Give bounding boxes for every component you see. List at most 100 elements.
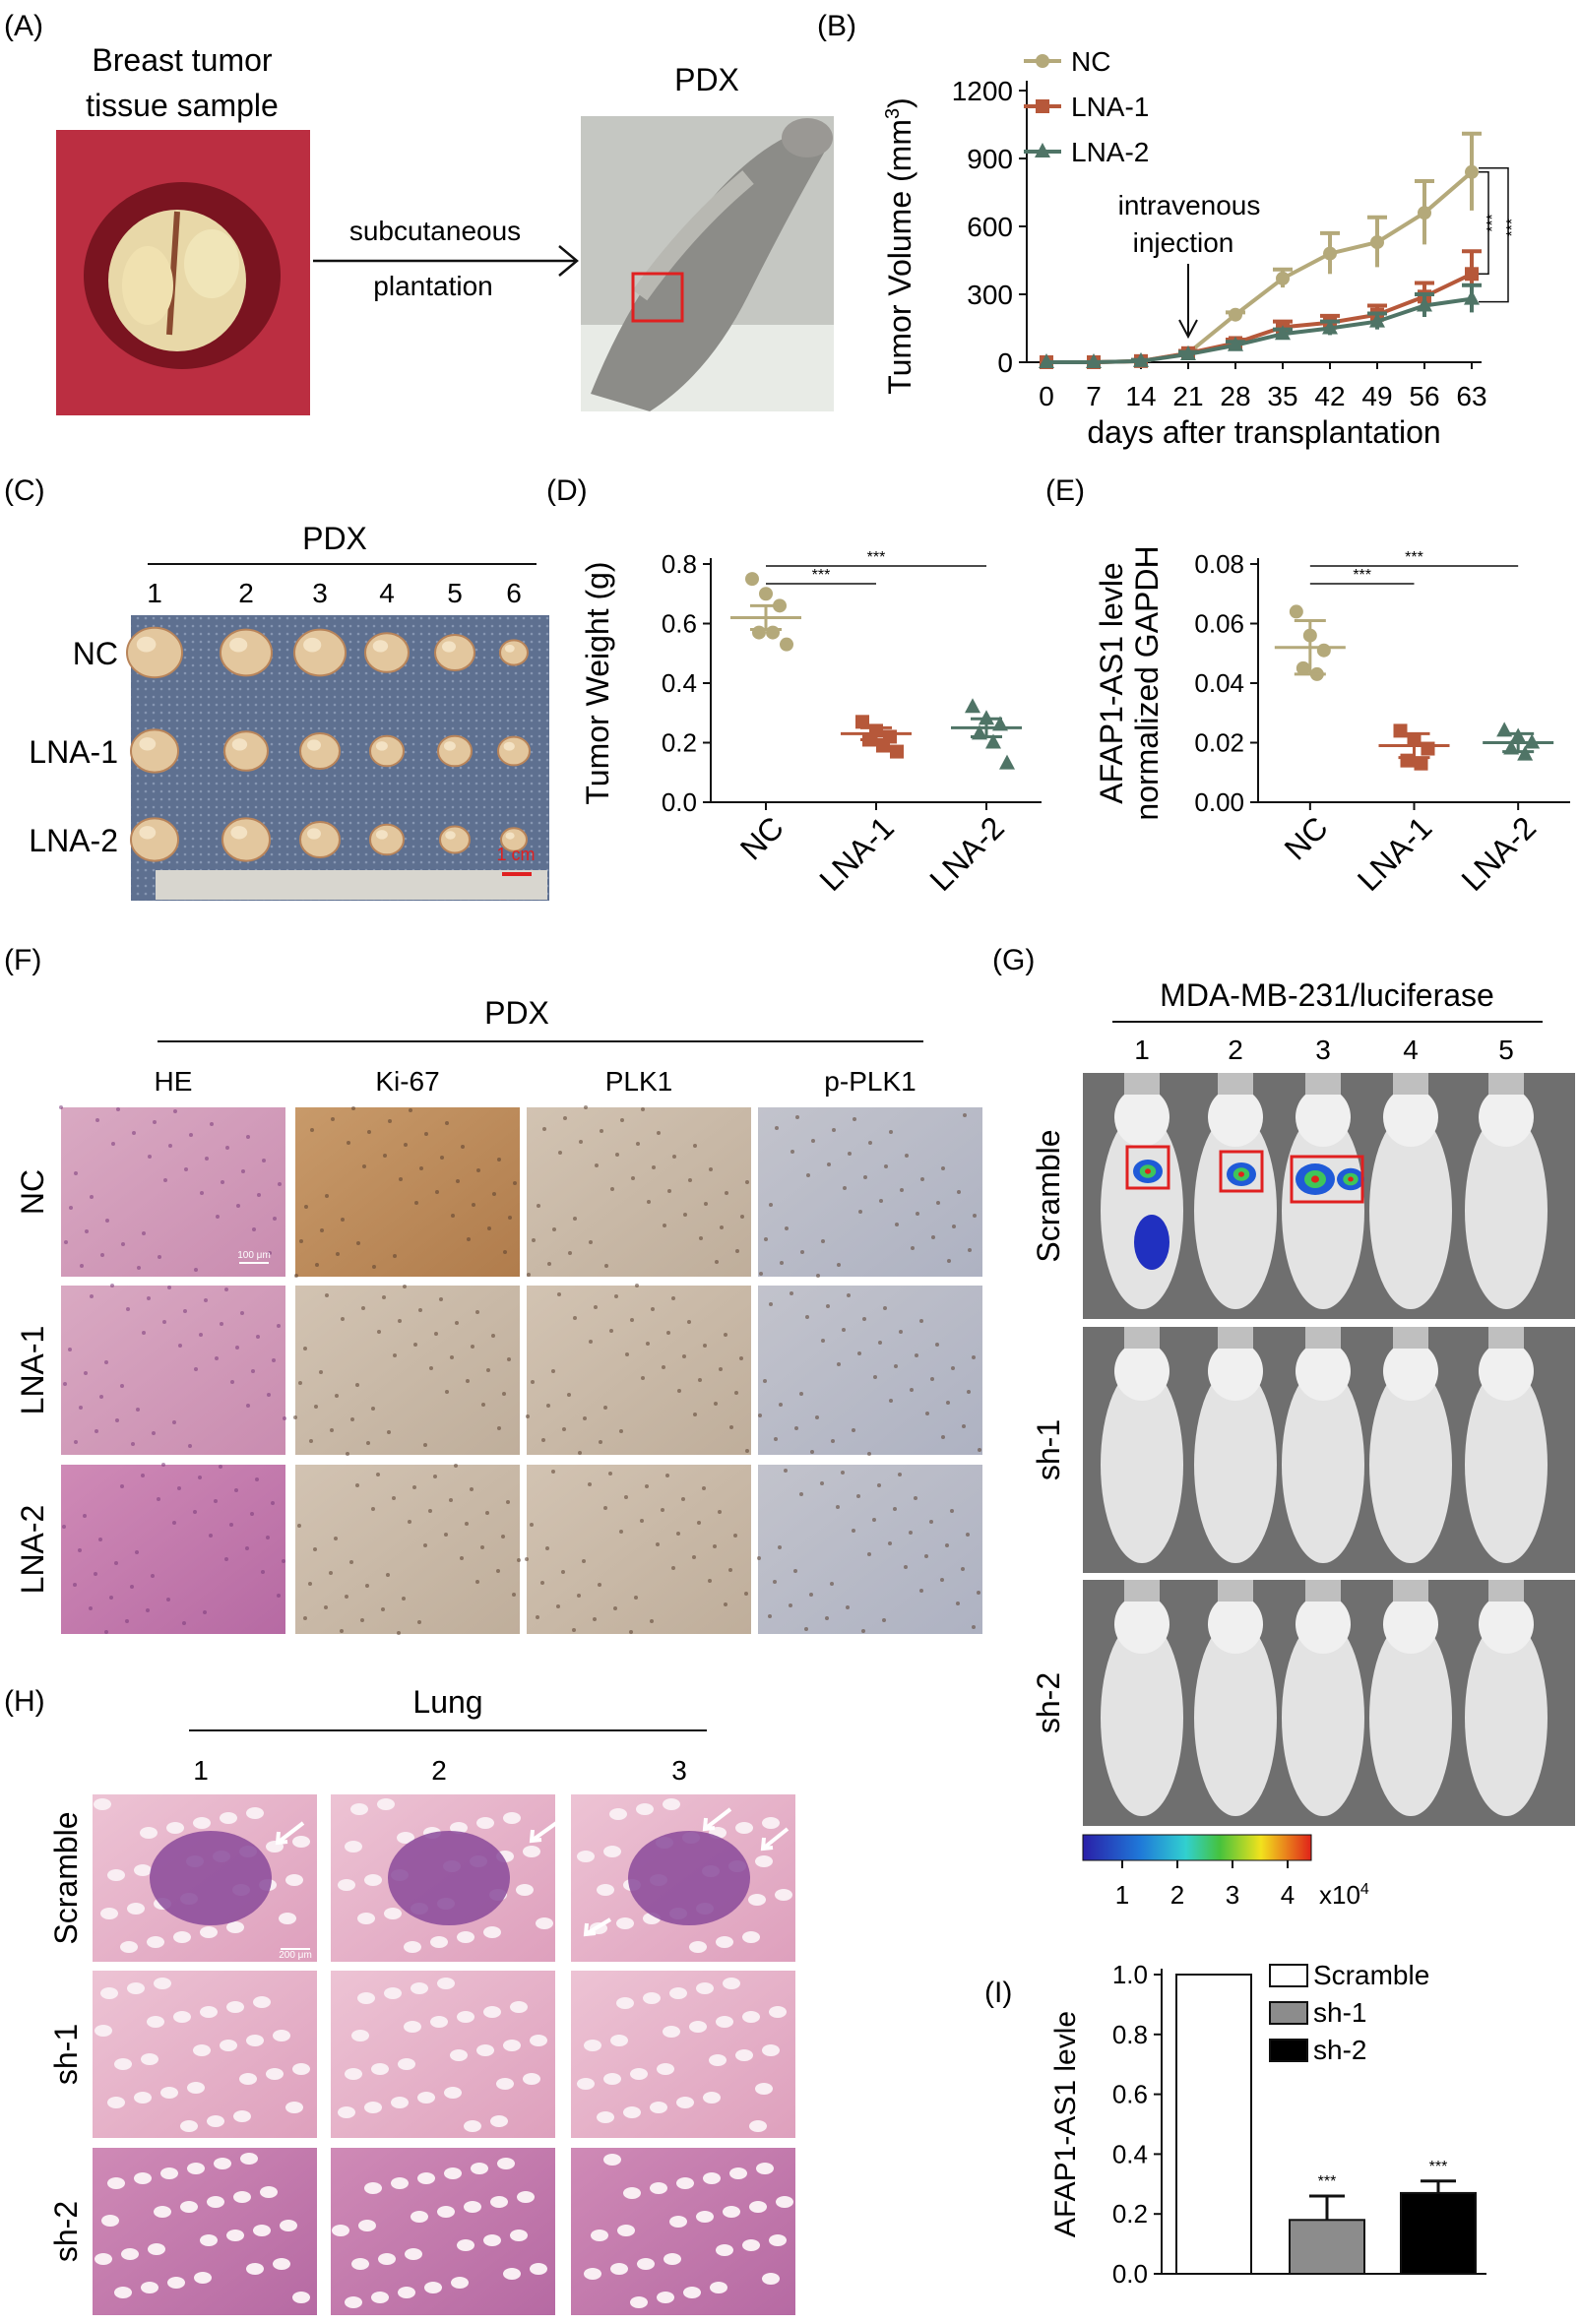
cell-nucleus xyxy=(224,1288,228,1291)
alveolar-space xyxy=(180,2201,198,2213)
mouse-body xyxy=(1369,1112,1452,1309)
tumor-specimen xyxy=(434,634,475,671)
cell-nucleus xyxy=(852,1428,855,1432)
alveolar-space xyxy=(273,2030,290,2041)
x-tick-label: 28 xyxy=(1220,381,1250,411)
cell-nucleus xyxy=(672,1155,676,1159)
cell-nucleus xyxy=(310,1128,314,1132)
sample-title-line1: Breast tumor xyxy=(92,42,273,78)
tumor-specimens xyxy=(126,626,531,862)
cell-nucleus xyxy=(785,1226,789,1230)
pdx-mouse-photo-icon xyxy=(581,116,834,411)
cell-nucleus xyxy=(456,1179,460,1183)
y-tick-label: 0.6 xyxy=(662,609,697,639)
cell-nucleus xyxy=(588,1482,592,1486)
cell-nucleus xyxy=(625,1352,629,1356)
data-point xyxy=(1275,325,1291,341)
nose-cone xyxy=(1393,1580,1428,1602)
cell-nucleus xyxy=(476,1168,480,1172)
cell-nucleus xyxy=(563,1116,567,1120)
panel-f-column-labels: HE Ki-67 PLK1 p-PLK1 xyxy=(155,1066,916,1097)
alveolar-space xyxy=(610,2035,628,2046)
cell-nucleus xyxy=(924,1554,928,1558)
cell-nucleus xyxy=(402,1597,406,1601)
cell-nucleus xyxy=(671,1566,675,1570)
cell-nucleus xyxy=(454,1464,458,1468)
cell-nucleus xyxy=(909,1531,913,1535)
cell-nucleus xyxy=(79,1406,83,1410)
cell-nucleus xyxy=(652,1165,656,1169)
cell-nucleus xyxy=(111,1142,115,1146)
cell-nucleus xyxy=(600,1129,603,1133)
alveolar-space xyxy=(114,2058,132,2070)
mouse-head xyxy=(1479,1088,1534,1147)
panel-b-letter: (B) xyxy=(817,10,856,42)
bar-sh-2 xyxy=(1400,2191,1477,2275)
alveolar-space xyxy=(246,2035,264,2046)
cell-nucleus xyxy=(157,1497,160,1501)
cell-nucleus xyxy=(757,1556,761,1560)
alveolar-space xyxy=(603,2073,621,2085)
cell-nucleus xyxy=(978,1448,981,1452)
cell-nucleus xyxy=(251,1369,255,1373)
alveolar-space xyxy=(200,1926,218,1938)
cell-nucleus xyxy=(246,1135,250,1139)
cell-nucleus xyxy=(325,1194,329,1198)
tumor-specimen xyxy=(223,730,269,772)
cell-nucleus xyxy=(699,1236,703,1240)
alveolar-space xyxy=(233,2110,251,2122)
colorbar-tick-label: 2 xyxy=(1170,1880,1184,1910)
cell-nucleus xyxy=(873,1375,877,1379)
alveolar-space xyxy=(147,1936,164,1948)
cell-nucleus xyxy=(183,1309,187,1313)
panel-c-title: PDX xyxy=(302,521,367,556)
cell-nucleus xyxy=(168,1144,172,1148)
cell-nucleus xyxy=(967,1390,971,1394)
alveolar-space xyxy=(193,2044,211,2056)
cell-nucleus xyxy=(99,1395,103,1399)
legend-marker xyxy=(1036,54,1049,68)
nose-cone xyxy=(1393,1327,1428,1349)
mouse-head xyxy=(1296,1595,1351,1654)
cell-nucleus xyxy=(507,1357,511,1361)
cell-nucleus xyxy=(572,1628,576,1632)
mouse-body xyxy=(1101,1366,1183,1563)
x-tick-label: LNA-1 xyxy=(1351,809,1439,898)
cell-nucleus xyxy=(393,1254,397,1258)
alveolar-space xyxy=(226,2230,244,2241)
significance-label: *** xyxy=(1318,2173,1337,2190)
cell-nucleus xyxy=(573,1217,577,1221)
cell-nucleus xyxy=(545,1546,549,1550)
cell-nucleus xyxy=(698,1378,702,1382)
cell-nucleus xyxy=(324,1605,328,1609)
cell-nucleus xyxy=(968,1248,972,1252)
histology-image xyxy=(61,1465,285,1634)
cell-nucleus xyxy=(261,1570,265,1574)
cell-nucleus xyxy=(450,1355,454,1359)
cell-nucleus xyxy=(517,1558,521,1562)
alveolar-space xyxy=(280,2220,297,2231)
mouse-head xyxy=(1208,1088,1263,1147)
cell-nucleus xyxy=(299,1239,303,1243)
tumor-highlight xyxy=(307,828,321,840)
cell-nucleus xyxy=(889,1130,893,1134)
cell-nucleus xyxy=(619,1530,623,1534)
alveolar-space xyxy=(371,2292,389,2303)
alveolar-space xyxy=(523,1846,540,1857)
cell-nucleus xyxy=(536,1615,539,1619)
alveolar-space xyxy=(516,1884,534,1896)
alveolar-space xyxy=(444,2167,462,2179)
y-tick-label: 0.04 xyxy=(1194,668,1244,698)
arrowhead xyxy=(760,1837,774,1852)
data-point xyxy=(745,572,759,587)
cell-nucleus xyxy=(513,1181,517,1185)
cell-nucleus xyxy=(434,1332,438,1336)
cell-nucleus xyxy=(551,1470,555,1474)
alveolar-space xyxy=(246,1807,264,1819)
tumor-highlight xyxy=(303,637,322,653)
cell-nucleus xyxy=(856,1494,860,1498)
cell-nucleus xyxy=(278,1182,282,1186)
alveolar-space xyxy=(497,2158,515,2169)
cell-nucleus xyxy=(371,1507,375,1511)
panel-b: (B) 0 300 600 900 1200 0 7 14 21 28 35 42 49 56 63 days… xyxy=(817,10,1521,450)
